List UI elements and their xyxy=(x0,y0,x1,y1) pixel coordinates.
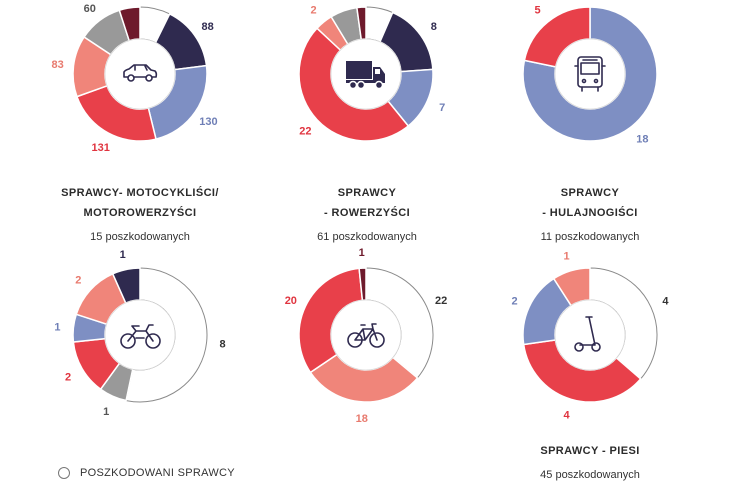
legend: POSZKODOWANI SPRAWCY xyxy=(58,467,235,479)
value-label-5-3: 20 xyxy=(285,295,297,307)
value-label-5-1: 22 xyxy=(435,295,447,307)
value-label-1-3: 130 xyxy=(199,116,217,128)
value-label-6-1: 4 xyxy=(662,296,669,308)
value-label-4-1: 8 xyxy=(219,339,225,351)
donut-chart-6: 4 4 2 1 xyxy=(511,250,669,421)
donut-chart-2: 38722231 xyxy=(299,0,445,141)
donut-chart-3: 18 5 xyxy=(523,5,657,146)
chart-subtitle-scooters: 11 poszkodowanych xyxy=(470,231,710,243)
value-label-6-4: 1 xyxy=(564,250,570,262)
chart-subtitle-cyclists: 61 poszkodowanych xyxy=(247,231,487,243)
chart-title-scooters: SPRAWCY - HULAJNOGIŚCI xyxy=(470,183,710,223)
legend-swatch-injured-perpetrators xyxy=(58,467,70,479)
pedestrians-subtitle: 45 poszkodowanych xyxy=(470,469,710,481)
value-label-1-4: 131 xyxy=(92,142,110,154)
legend-label-injured-perpetrators: POSZKODOWANI SPRAWCY xyxy=(80,467,235,479)
donut-hole-6 xyxy=(555,300,625,370)
value-label-6-3: 2 xyxy=(511,296,517,308)
value-label-3-2: 5 xyxy=(535,5,541,17)
donut-chart-1: 4188130131836028 xyxy=(51,0,217,154)
value-label-4-5: 2 xyxy=(75,274,81,286)
value-label-2-2: 8 xyxy=(431,21,437,33)
chart-title-cyclists: SPRAWCY - ROWERZYŚCI xyxy=(247,183,487,223)
donut-hole-5 xyxy=(331,300,401,370)
value-label-1-6: 60 xyxy=(84,3,96,15)
value-label-4-6: 1 xyxy=(120,249,126,261)
value-label-2-5: 2 xyxy=(311,5,317,17)
pedestrians-title: SPRAWCY - PIESI xyxy=(470,441,710,461)
donut-chart-5: 22 18 20 1 xyxy=(285,247,448,425)
chart-subtitle-motorcyclists: 15 poszkodowanych xyxy=(20,231,260,243)
donut-chart-4: 8 1 2 1 2 1 xyxy=(54,249,225,418)
value-label-4-4: 1 xyxy=(54,321,60,333)
value-label-6-2: 4 xyxy=(564,410,571,422)
value-label-1-2: 88 xyxy=(201,21,213,33)
donut-hole-1 xyxy=(105,39,175,109)
value-label-1-5: 83 xyxy=(51,59,63,71)
value-label-2-3: 7 xyxy=(439,102,445,114)
value-label-4-2: 1 xyxy=(103,406,109,418)
value-label-3-1: 18 xyxy=(636,133,648,145)
value-label-5-2: 18 xyxy=(356,413,368,425)
value-label-5-4: 1 xyxy=(359,247,365,259)
value-label-4-3: 2 xyxy=(65,372,71,384)
chart-title-motorcyclists: SPRAWCY- MOTOCYKLIŚCI/ MOTOROWERZYŚCI xyxy=(20,183,260,223)
donut-hole-4 xyxy=(105,300,175,370)
value-label-2-6: 3 xyxy=(335,0,341,3)
value-label-2-4: 22 xyxy=(299,126,311,138)
